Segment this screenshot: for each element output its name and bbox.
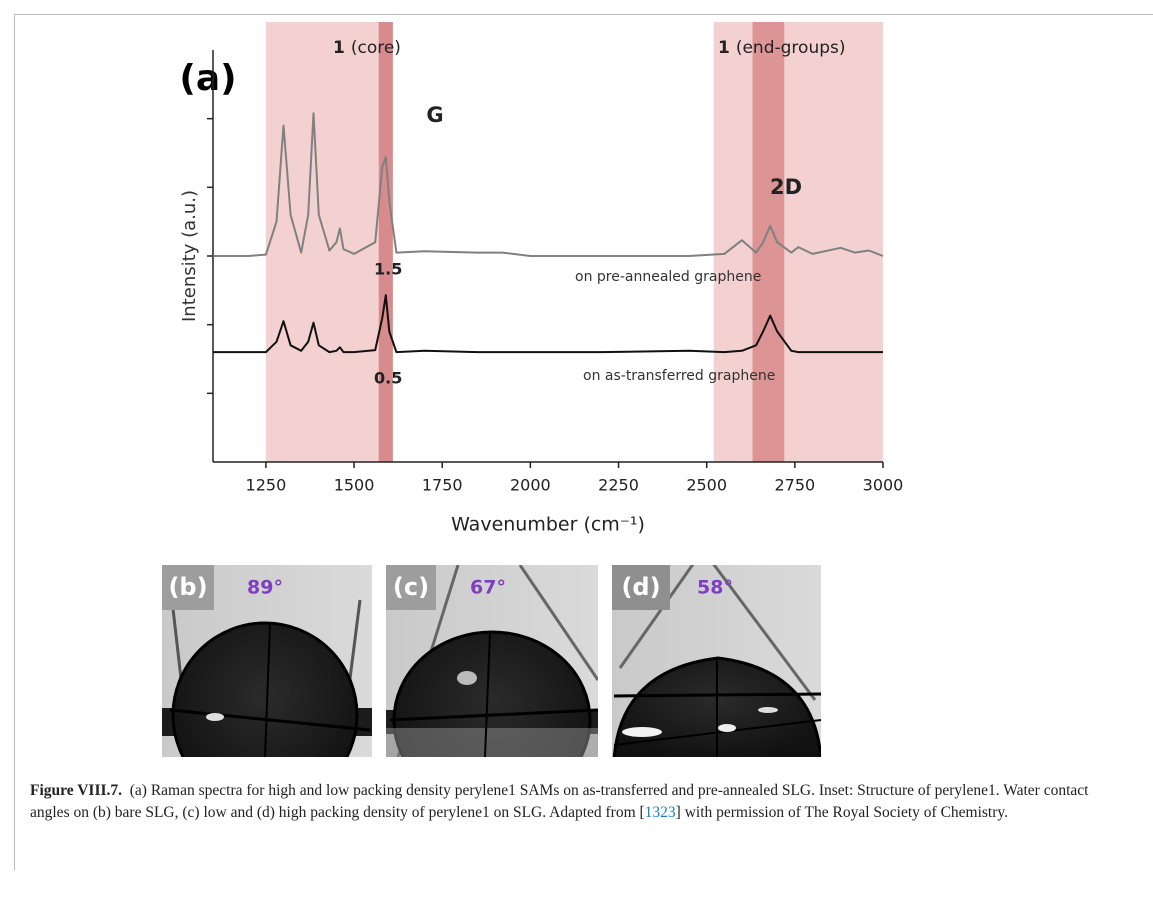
series-label: on as-transferred graphene: [583, 368, 775, 384]
caption-text: (a) Raman spectra for high and low packi…: [30, 782, 1089, 821]
band-label-text: (core): [351, 38, 401, 58]
photo-label: (b): [168, 573, 207, 601]
spectrum-line: [213, 294, 883, 354]
spectrum-line: [213, 112, 884, 257]
highlight-band: [265, 22, 393, 462]
photo-strip: (b) 89° (c) 67° (d) 58°: [162, 565, 821, 757]
photo-label: (d): [621, 573, 660, 601]
contact-angle: 58°: [697, 577, 733, 599]
caption: Figure VIII.7. (a) Raman spectra for hig…: [30, 780, 1120, 824]
band-label: G: [426, 103, 443, 127]
highlight-band: [378, 22, 393, 462]
x-axis-label: Wavenumber (cm⁻¹): [451, 514, 645, 536]
highlight-band: [752, 22, 785, 462]
band-label-number: 1: [718, 38, 730, 58]
x-tick-label: 3000: [863, 476, 904, 495]
chart: (a) Intensity (a.u.) Wavenumber (cm⁻¹) 1…: [179, 22, 904, 536]
photo-label: (c): [393, 573, 429, 601]
annotation: 1.5: [374, 260, 402, 279]
contact-angle: 89°: [247, 577, 283, 599]
x-tick-label: 1750: [422, 476, 463, 495]
annotation: 0.5: [374, 369, 402, 388]
band-label: 1 (core): [333, 38, 401, 58]
x-tick-label: 2750: [774, 476, 815, 495]
highlight-band: [713, 22, 883, 462]
photo: [162, 565, 372, 757]
photo: [386, 565, 598, 757]
x-tick-label: 2500: [686, 476, 727, 495]
photo: [612, 565, 821, 757]
band-label-text: (end-groups): [736, 38, 846, 58]
reference-link[interactable]: 1323: [644, 804, 676, 821]
x-tick-label: 1500: [334, 476, 375, 495]
caption-label: Figure VIII.7.: [30, 782, 123, 799]
band-label: 1 (end-groups): [718, 38, 846, 58]
series-label: on pre-annealed graphene: [575, 269, 761, 285]
panel-label: (a): [179, 58, 236, 99]
caption-text: ] with permission of The Royal Society o…: [675, 804, 1009, 821]
x-tick-label: 1250: [246, 476, 287, 495]
frame-line: [14, 14, 1153, 15]
band-label: 2D: [770, 175, 802, 199]
y-axis-label: Intensity (a.u.): [179, 190, 200, 322]
x-tick-label: 2250: [598, 476, 639, 495]
band-label-number: 1: [333, 38, 345, 58]
contact-angle: 67°: [470, 577, 506, 599]
frame-line: [14, 14, 15, 870]
x-tick-label: 2000: [510, 476, 551, 495]
